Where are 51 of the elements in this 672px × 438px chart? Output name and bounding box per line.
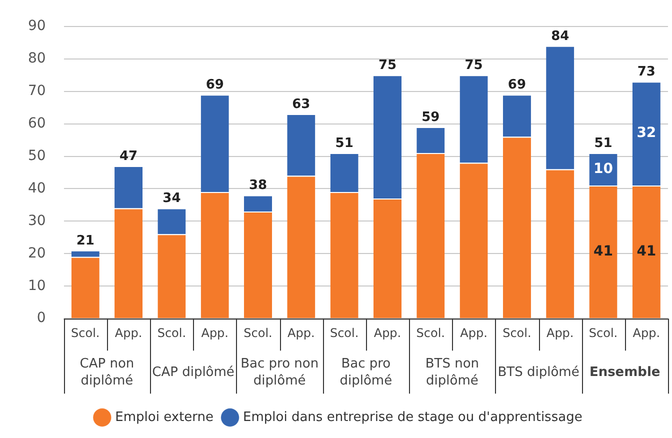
total-label: 69 (508, 77, 526, 92)
y-tick-label: 80 (28, 50, 46, 67)
total-label: 38 (248, 178, 268, 194)
y-tick-label: 50 (28, 148, 46, 164)
x-tick-label: App. (114, 326, 142, 340)
text: Bac pro diplômé (340, 356, 392, 388)
text: BTS diplômé (498, 364, 580, 380)
text: CAP non diplômé (80, 356, 134, 388)
text: Ensemble (589, 364, 660, 380)
y-tick-label: 20 (28, 245, 46, 262)
total-label: 69 (206, 77, 224, 92)
x-tick-label: App. (460, 326, 488, 340)
total-label: 84 (551, 28, 570, 44)
y-tick-label: 60 (28, 115, 46, 132)
y-tick-label: 10 (28, 278, 46, 294)
y-tick-label: 90 (28, 18, 46, 34)
x-tick-label: App. (546, 326, 574, 340)
text: Bac pro non diplômé (240, 356, 319, 388)
total-label: 21 (76, 233, 94, 248)
text: BTS non diplômé (425, 356, 480, 388)
total-label: 59 (422, 110, 440, 125)
y-tick-label: 40 (28, 180, 46, 196)
y-tick-label: 30 (28, 212, 46, 229)
data-label: 10 (594, 160, 614, 177)
legend-label: Emploi dans entreprise de stage ou d'apprentissage (243, 410, 582, 425)
total-label: 75 (464, 58, 483, 73)
x-tick-label: App. (632, 326, 660, 340)
legend-label: Emploi externe (115, 410, 214, 425)
x-tick-label: App. (201, 326, 228, 340)
total-label: 73 (637, 64, 656, 80)
x-tick-label: Scol. (502, 326, 532, 340)
x-tick-label: Scol. (588, 326, 618, 340)
data-label: 41 (594, 244, 614, 260)
total-label: 51 (594, 136, 612, 151)
total-label: 47 (120, 148, 138, 164)
total-label: 75 (378, 58, 397, 73)
total-label: 63 (292, 96, 310, 112)
total-label: 51 (335, 136, 354, 151)
y-tick-label: 70 (28, 82, 46, 99)
text: CAP diplômé (152, 364, 234, 380)
total-label: 34 (162, 191, 181, 206)
x-tick-label: App. (288, 326, 315, 340)
x-tick-label: Scol. (71, 326, 100, 340)
data-label: 32 (636, 125, 656, 142)
x-tick-label: Scol. (416, 326, 445, 340)
x-tick-label: Scol. (157, 326, 186, 340)
y-tick-label: 0 (36, 310, 46, 326)
x-tick-label: Scol. (244, 326, 272, 340)
x-tick-label: Scol. (330, 326, 359, 340)
x-tick-label: App. (374, 326, 402, 340)
data-label: 41 (636, 244, 656, 260)
